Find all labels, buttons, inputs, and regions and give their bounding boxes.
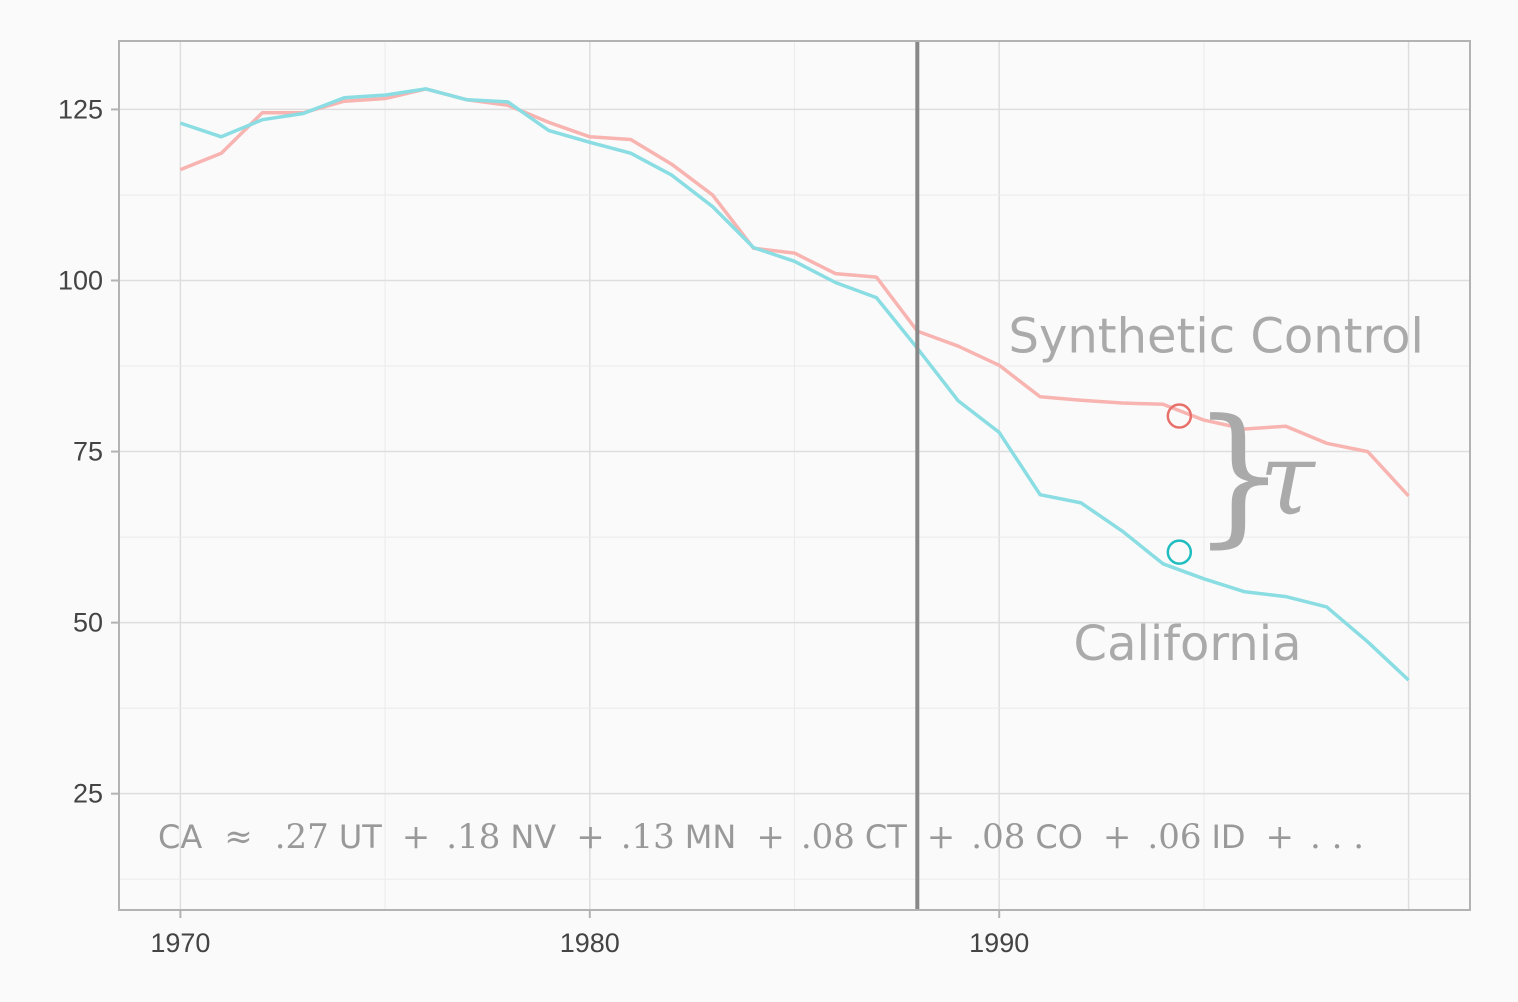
equation-weight: .13 [621, 817, 675, 857]
equation-plus: + [927, 817, 956, 857]
x-tick-label: 1970 [150, 928, 210, 958]
synthetic-control-label: Synthetic Control [1008, 308, 1423, 364]
series-lines [179, 87, 1410, 682]
equation-state: MN [685, 818, 737, 856]
synthetic-marker [1166, 403, 1193, 429]
x-tick-label: 1980 [560, 928, 620, 958]
plot-border [118, 40, 1471, 911]
equation-plus: + [576, 817, 605, 857]
y-tick-label: 100 [58, 265, 103, 295]
synthetic-control-line [179, 87, 1410, 498]
y-tick-label: 75 [73, 437, 103, 467]
equation-state: ID [1211, 818, 1245, 856]
y-tick-label: 25 [73, 779, 103, 809]
equation-weight: .08 [971, 817, 1025, 857]
equation-state: UT [339, 818, 382, 856]
x-tick-label: 1990 [969, 928, 1029, 958]
equation-state: CO [1035, 818, 1083, 856]
effect-annotation: } τ [1166, 388, 1316, 565]
equation-plus: + [402, 817, 431, 857]
y-tick-label: 50 [73, 608, 103, 638]
tau-symbol: τ [1259, 421, 1316, 538]
grid-lines [119, 41, 1470, 910]
equation-ellipsis: . . . [1310, 817, 1364, 857]
y-tick-label: 125 [58, 94, 103, 124]
equation-lhs: CA [158, 818, 202, 856]
equation-approx: ≈ [224, 817, 253, 857]
equation-weight: .08 [801, 817, 855, 857]
equation-state: NV [510, 818, 556, 856]
equation-weight: .18 [446, 817, 500, 857]
california-line [179, 87, 1410, 682]
equation-plus: + [1266, 817, 1295, 857]
curly-brace-icon: } [1191, 388, 1286, 562]
equation-weight: .27 [275, 817, 329, 857]
equation-state: CT [865, 818, 907, 856]
california-label: California [1074, 616, 1302, 672]
axis-tick-labels: 1970 1980 1990 25 50 75 100 125 [58, 94, 1029, 958]
equation-weight: .06 [1147, 817, 1201, 857]
equation-plus: + [1103, 817, 1132, 857]
weights-equation: CA ≈ .27 UT + .18 NV + .13 MN + .08 CT + .08 CO + .06 ID +.… [158, 817, 1364, 857]
equation-plus: + [756, 817, 785, 857]
california-marker [1166, 539, 1193, 565]
